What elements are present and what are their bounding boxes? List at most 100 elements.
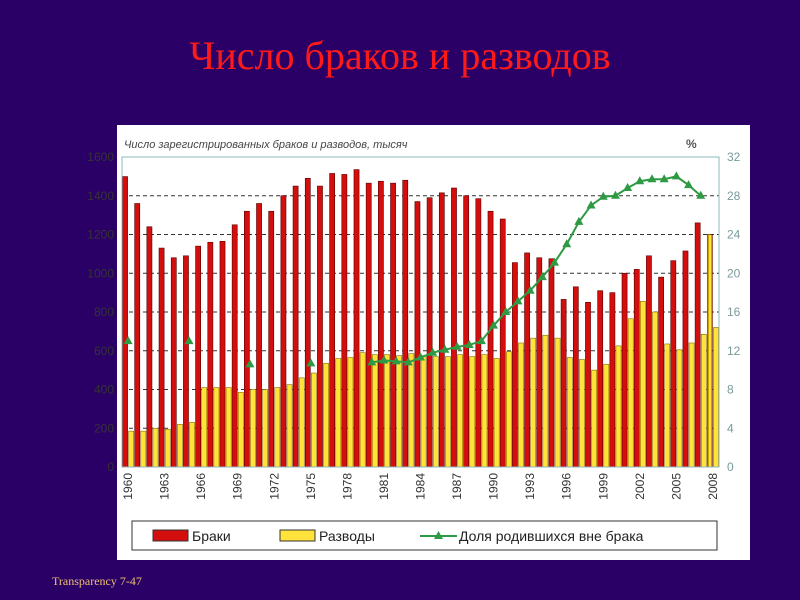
marker-share-out-of-wedlock	[513, 296, 523, 305]
marker-share-out-of-wedlock	[586, 200, 596, 209]
bar-divorces	[469, 356, 476, 468]
bar-marriages	[378, 180, 384, 468]
x-tick-label: 2008	[706, 473, 720, 500]
bar-divorces	[201, 387, 208, 468]
marker-share-out-of-wedlock	[562, 239, 572, 248]
bar-marriages	[585, 302, 591, 468]
bar-divorces	[530, 337, 537, 468]
bar-marriages	[183, 255, 189, 468]
bar-marriages	[122, 176, 128, 468]
bar-divorces	[152, 427, 159, 468]
y-tick-label: 1200	[87, 228, 114, 242]
line-share-out-of-wedlock	[371, 175, 702, 364]
bar-marriages	[499, 218, 506, 468]
bar-marriages	[670, 260, 677, 468]
y2-tick-label: 4	[727, 421, 734, 435]
bar-marriages	[463, 195, 470, 468]
y2-tick-label: 24	[727, 228, 741, 242]
y2-tick-label: 0	[727, 460, 734, 474]
legend-label-share: Доля родившихся вне брака	[459, 528, 644, 544]
y-tick-label: 800	[94, 305, 114, 319]
legend-marker-share	[434, 531, 443, 539]
marker-share-out-of-wedlock	[610, 190, 620, 199]
bar-divorces	[237, 392, 244, 468]
bar-divorces	[493, 358, 500, 468]
bar-marriages	[524, 252, 530, 468]
x-tick-label: 1993	[523, 473, 537, 500]
x-tick-label: 1999	[596, 473, 610, 500]
bar-marriages	[597, 290, 604, 468]
bar-divorces	[384, 354, 390, 468]
bar-divorces	[274, 387, 281, 468]
x-tick-label: 2005	[669, 473, 683, 500]
marker-share-out-of-wedlock	[367, 357, 377, 366]
bar-divorces	[445, 356, 451, 468]
bar-divorces	[225, 387, 232, 468]
x-tick-label: 1984	[414, 473, 428, 500]
bar-divorces	[323, 363, 329, 468]
bar-divorces	[713, 327, 719, 468]
bar-marriages	[694, 222, 701, 468]
marker-share-out-of-wedlock	[379, 355, 389, 364]
bar-divorces	[505, 351, 512, 468]
bar-marriages	[438, 192, 445, 468]
bar-divorces	[359, 352, 366, 468]
bar-divorces	[262, 389, 269, 468]
bar-divorces	[298, 377, 305, 468]
bar-marriages	[231, 224, 238, 468]
marker-share-out-of-wedlock	[123, 336, 133, 345]
footer-label: Transparency 7-47	[52, 574, 142, 588]
bar-divorces	[579, 359, 585, 468]
bar-divorces	[603, 364, 610, 468]
bar-marriages	[548, 258, 555, 468]
slide-title: Число браков и разводов	[189, 33, 611, 78]
bar-divorces	[164, 428, 171, 468]
bar-marriages	[292, 185, 299, 468]
bar-marriages	[682, 250, 689, 468]
bar-divorces	[311, 372, 317, 468]
bar-divorces	[518, 342, 524, 468]
bar-marriages	[341, 174, 348, 468]
marker-share-out-of-wedlock	[245, 359, 255, 368]
x-tick-label: 1963	[158, 473, 172, 500]
y-tick-label: 1600	[87, 150, 114, 164]
x-tick-label: 1969	[231, 473, 245, 500]
plot-area-border	[121, 156, 720, 468]
legend-swatch-divorces	[279, 529, 316, 542]
marker-share-out-of-wedlock	[550, 257, 560, 266]
bar-divorces	[189, 422, 195, 468]
marker-share-out-of-wedlock	[659, 174, 669, 183]
x-tick-label: 1966	[194, 473, 208, 500]
bar-marriages	[633, 269, 640, 468]
marker-share-out-of-wedlock	[574, 216, 584, 225]
y2-tick-label: 12	[727, 344, 741, 358]
marker-share-out-of-wedlock	[476, 336, 486, 345]
y-tick-label: 400	[94, 383, 114, 397]
marker-share-out-of-wedlock	[623, 183, 633, 191]
bar-divorces	[250, 389, 256, 468]
bar-marriages	[146, 226, 153, 468]
bar-divorces	[566, 357, 573, 468]
bar-marriages	[195, 245, 201, 468]
bar-divorces	[286, 384, 293, 468]
bar-divorces	[128, 430, 135, 468]
bar-marriages	[536, 257, 543, 468]
bar-marriages	[329, 173, 336, 468]
legend: Браки Разводы Доля родившихся вне брака	[131, 520, 718, 551]
x-tick-label: 1972	[267, 473, 281, 500]
x-tick-label: 1975	[304, 473, 318, 500]
bar-marriages	[244, 210, 250, 468]
bar-marriages	[646, 255, 652, 468]
bar-divorces	[347, 357, 354, 468]
bar-divorces	[627, 318, 634, 468]
marker-share-out-of-wedlock	[416, 352, 425, 361]
bar-marriages	[280, 195, 287, 468]
y2-tick-label: 28	[727, 189, 741, 203]
marker-share-out-of-wedlock	[696, 190, 706, 199]
bar-divorces	[664, 343, 671, 468]
bar-marriages	[451, 187, 457, 468]
marker-share-out-of-wedlock	[464, 339, 474, 348]
legend-label-marriages: Браки	[192, 528, 231, 544]
marker-share-out-of-wedlock	[525, 285, 535, 294]
marker-share-out-of-wedlock	[635, 176, 645, 185]
